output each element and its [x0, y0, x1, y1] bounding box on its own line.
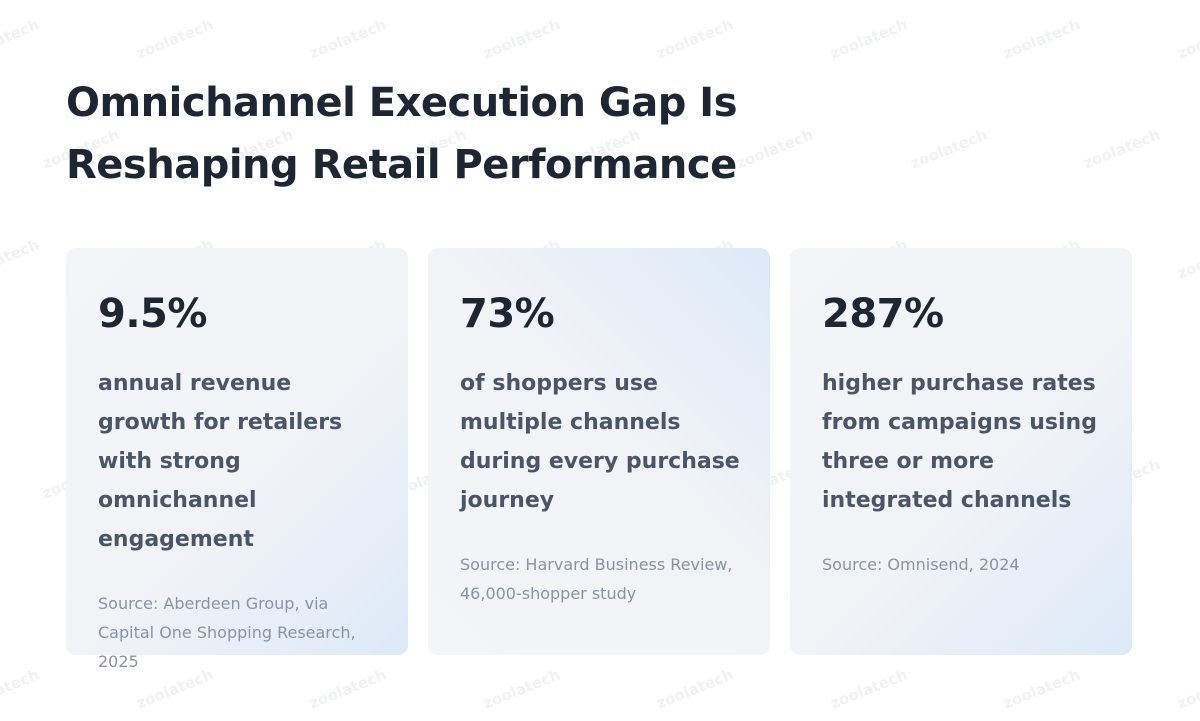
stat-cards: 9.5% annual revenue growth for retailers…: [66, 248, 1132, 671]
stat-source: Source: Aberdeen Group, via Capital One …: [98, 594, 356, 671]
watermark: zoolatech: [827, 665, 910, 713]
watermark: zoolatech: [1080, 125, 1164, 173]
watermark: zoolatech: [1174, 665, 1200, 713]
stat-source: Source: Omnisend, 2024: [822, 555, 1020, 574]
watermark: zoolatech: [1000, 665, 1084, 713]
stat-card-purchase-rates: 287% higher purchase rates from campaign…: [790, 248, 1132, 655]
watermark: zoolatech: [653, 15, 737, 63]
watermark: zoolatech: [480, 15, 563, 63]
stat-card-multichannel-shoppers: 73% of shoppers use multiple channels du…: [428, 248, 770, 655]
watermark: zoolatech: [1174, 15, 1200, 63]
watermark: zoolatech: [133, 15, 216, 63]
stat-description: of shoppers use multiple channels during…: [460, 371, 740, 513]
stat-source: Source: Harvard Business Review, 46,000-…: [460, 555, 733, 603]
watermark: zoolatech: [0, 235, 42, 283]
watermark: zoolatech: [0, 15, 42, 63]
watermark: zoolatech: [306, 15, 389, 63]
watermark: zoolatech: [480, 665, 563, 713]
watermark: zoolatech: [653, 665, 737, 713]
stat-card-revenue-growth: 9.5% annual revenue growth for retailers…: [66, 248, 408, 671]
page-title: Omnichannel Execution Gap Is Reshaping R…: [66, 80, 738, 188]
stat-description: annual revenue growth for retailers with…: [98, 371, 343, 552]
stat-value: 9.5%: [98, 291, 207, 337]
watermark: zoolatech: [1174, 235, 1200, 283]
stat-value: 287%: [822, 291, 944, 337]
stat-value: 73%: [460, 291, 555, 337]
stat-description: higher purchase rates from campaigns usi…: [822, 371, 1097, 513]
watermark: zoolatech: [1000, 15, 1084, 63]
watermark: zoolatech: [0, 665, 42, 713]
watermark: zoolatech: [827, 15, 910, 63]
